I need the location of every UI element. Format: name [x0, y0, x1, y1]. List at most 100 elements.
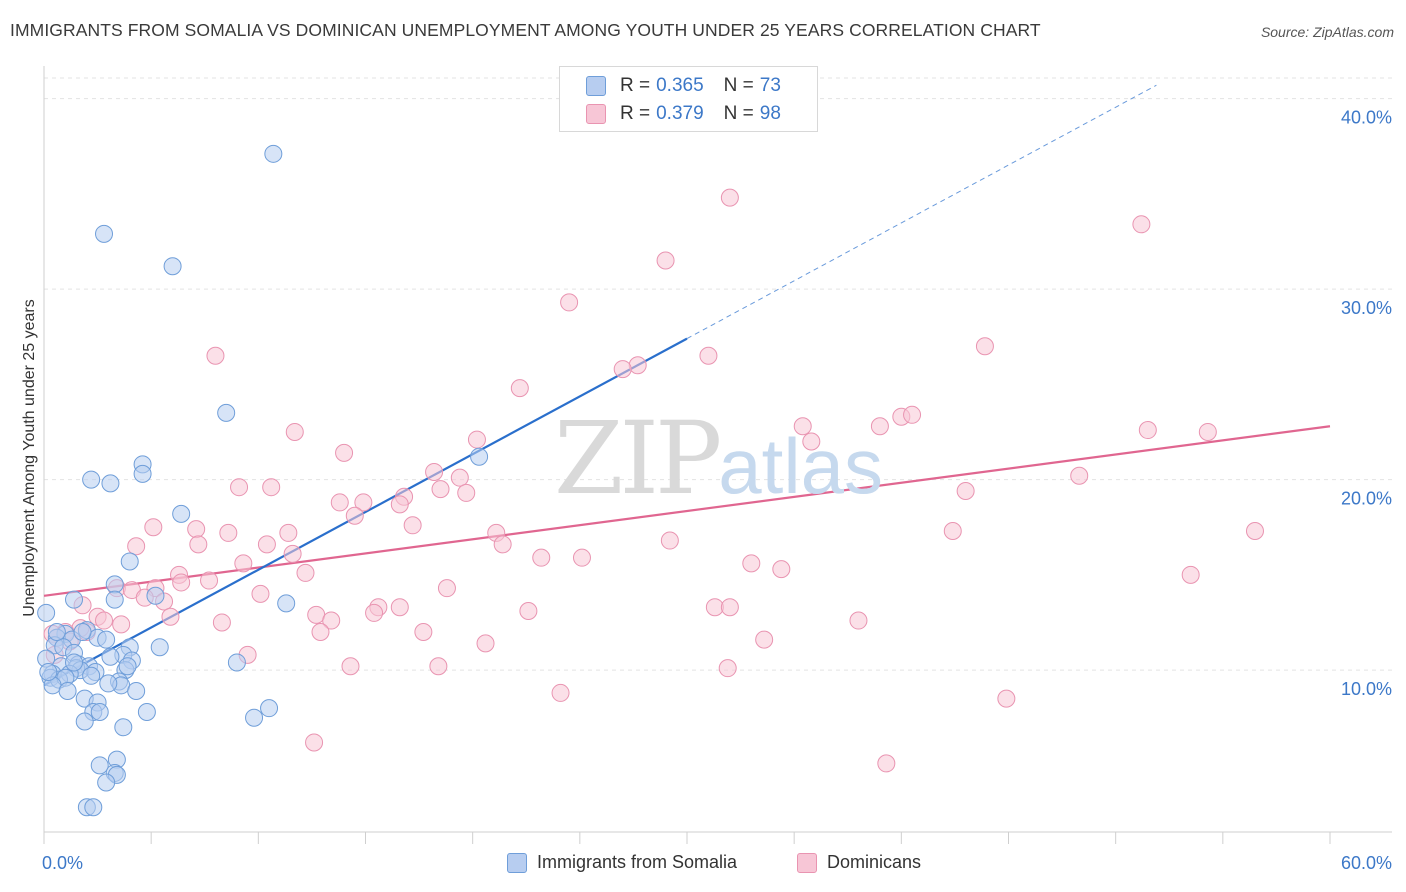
dominican-point: [219, 523, 238, 542]
somalia-point: [227, 653, 246, 672]
dominican-point: [307, 605, 326, 624]
dominican-point: [877, 754, 896, 773]
somalia-point: [39, 662, 58, 681]
dominican-point: [1138, 421, 1157, 440]
dominican-swatch: [586, 104, 606, 124]
dominican-point: [431, 480, 450, 499]
legend-r-value-dominicans: 0.379: [656, 103, 704, 124]
dominican-point: [793, 417, 812, 436]
dominican-point: [212, 613, 231, 632]
dominican-legend-swatch: [797, 852, 817, 873]
dominican-point: [283, 544, 302, 563]
somalia-point: [172, 504, 191, 523]
dominican-point: [956, 482, 975, 501]
somalia-point: [163, 257, 182, 276]
somalia-point: [105, 575, 124, 594]
somalia-trend-line: [43, 337, 688, 687]
legend-r-label: R =: [620, 103, 651, 124]
somalia-point: [73, 622, 92, 641]
dominican-point: [161, 607, 180, 626]
somalia-point: [133, 464, 152, 483]
dominican-point: [572, 548, 591, 567]
dominican-point: [1198, 422, 1217, 441]
somalia-point: [97, 773, 116, 792]
dominican-point: [613, 360, 632, 379]
dominican-point: [772, 560, 791, 579]
dominican-point: [755, 630, 774, 649]
dominican-point: [341, 657, 360, 676]
dominican-point: [425, 462, 444, 481]
somalia-point: [146, 586, 165, 605]
dominican-point: [172, 573, 191, 592]
dominican-point: [354, 493, 373, 512]
dominican-point: [718, 659, 737, 678]
dominican-point: [742, 554, 761, 573]
dominican-point: [849, 611, 868, 630]
dominican-legend-label: Dominicans: [827, 852, 922, 872]
chart-title: IMMIGRANTS FROM SOMALIA VS DOMINICAN UNE…: [10, 20, 1041, 40]
bottom-legend-dominicans: Dominicans: [797, 852, 921, 873]
y-axis-label: Unemployment Among Youth under 25 years: [21, 299, 38, 617]
dominican-point: [234, 554, 253, 573]
somalia-point: [58, 682, 77, 701]
somalia-point: [84, 798, 103, 817]
legend-row-dominicans: R = 0.379 N = 98: [586, 102, 781, 126]
y-tick-label: 10.0%: [1341, 679, 1392, 699]
dominican-point: [345, 506, 364, 525]
dominican-point: [450, 468, 469, 487]
dominican-point: [262, 478, 281, 497]
dominican-point: [1070, 466, 1089, 485]
somalia-point: [105, 590, 124, 609]
dominican-point: [903, 405, 922, 424]
dominican-point: [975, 337, 994, 356]
dominican-point: [390, 598, 409, 617]
legend-row-somalia: R = 0.365 N = 73: [586, 74, 781, 98]
dominican-point: [560, 293, 579, 312]
dominican-point: [457, 483, 476, 502]
dominican-point: [1245, 522, 1264, 541]
legend-n-value-dominicans: 98: [759, 103, 781, 124]
dominican-point: [705, 598, 724, 617]
dominican-point: [656, 251, 675, 270]
somalia-point: [120, 552, 139, 571]
somalia-point: [82, 666, 101, 685]
somalia-point: [264, 144, 283, 163]
dominican-point: [510, 379, 529, 398]
somalia-point: [470, 447, 489, 466]
somalia-point: [90, 702, 109, 721]
dominican-point: [720, 188, 739, 207]
dominican-point: [251, 584, 270, 603]
legend-r-label: R =: [620, 75, 651, 96]
somalia-legend-label: Immigrants from Somalia: [537, 852, 738, 872]
somalia-legend-swatch: [507, 852, 527, 873]
dominican-point: [699, 346, 718, 365]
somalia-point: [95, 224, 114, 243]
dominican-point: [467, 430, 486, 449]
somalia-point: [127, 682, 146, 701]
somalia-point: [245, 708, 264, 727]
somalia-trend-extension: [686, 84, 1157, 340]
somalia-point: [101, 647, 120, 666]
dominican-point: [189, 535, 208, 554]
dominican-point: [551, 683, 570, 702]
somalia-point: [90, 756, 109, 775]
somalia-point: [82, 470, 101, 489]
dominican-point: [305, 733, 324, 752]
dominican-point: [144, 518, 163, 537]
somalia-point: [260, 699, 279, 718]
somalia-point: [75, 712, 94, 731]
dominican-point: [335, 443, 354, 462]
dominican-point: [660, 531, 679, 550]
legend-n-label: N =: [723, 103, 754, 124]
dominican-point: [311, 622, 330, 641]
dominican-point: [296, 563, 315, 582]
y-tick-label: 40.0%: [1341, 108, 1392, 128]
x-tick-label: 0.0%: [42, 853, 83, 873]
dominican-point: [414, 622, 433, 641]
somalia-point: [150, 638, 169, 657]
dominican-point: [628, 356, 647, 375]
somalia-point: [47, 622, 66, 641]
dominican-point: [870, 417, 889, 436]
dominican-point: [200, 571, 219, 590]
